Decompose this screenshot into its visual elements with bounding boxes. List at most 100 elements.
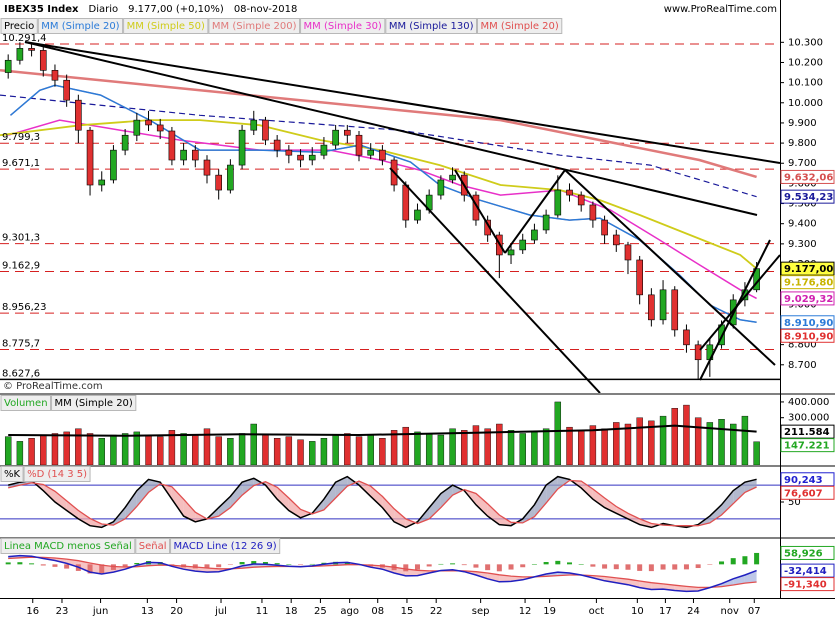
legend-entry: MM (Simple 30) — [304, 21, 382, 32]
volume-bar — [437, 434, 445, 465]
candle-body — [308, 154, 316, 161]
x-tick-label: 24 — [687, 606, 700, 617]
histogram-bar — [239, 562, 245, 565]
candle-body — [694, 344, 702, 361]
candle-body — [262, 119, 269, 141]
candle-body — [683, 329, 690, 346]
trend-line — [389, 167, 601, 393]
level-label: 9.162,9 — [2, 260, 40, 271]
area-fill — [300, 509, 313, 518]
volume-bar — [121, 433, 129, 465]
volume-bar — [51, 433, 59, 465]
candle-body — [4, 59, 12, 73]
area-fill — [592, 489, 605, 508]
volume-bar — [262, 434, 269, 465]
area-fill — [557, 476, 570, 489]
histogram-bar — [637, 564, 643, 571]
area-fill — [335, 476, 348, 498]
volume-bar — [168, 430, 176, 465]
x-tick-label: 07 — [748, 606, 761, 617]
candle-body — [367, 149, 375, 156]
volume-bar — [554, 401, 562, 465]
y-tick-label: 10.300 — [788, 37, 823, 48]
panel — [4, 401, 760, 465]
y-tick-label: 10.200 — [788, 57, 823, 68]
header-title: IBEX35 Index — [4, 4, 79, 15]
candle-body — [437, 179, 445, 196]
volume-bar — [63, 431, 70, 465]
area-fill — [125, 490, 137, 519]
series-line — [0, 94, 757, 198]
volume-bar — [566, 426, 573, 465]
candle-body — [168, 130, 176, 161]
area-fill — [476, 571, 488, 579]
histogram-bar — [251, 561, 257, 565]
area-fill — [136, 479, 149, 507]
legend-entry: Volumen — [4, 398, 48, 409]
value-badge — [780, 438, 835, 453]
candle-body — [203, 159, 211, 176]
value-badge — [780, 291, 835, 306]
candle-body — [671, 289, 679, 331]
value-badge — [780, 275, 835, 290]
candle-body — [86, 129, 94, 186]
y-tick-label: 8.800 — [788, 340, 817, 351]
histogram-bar — [414, 564, 420, 570]
area-fill — [499, 515, 511, 526]
volume-bar — [577, 430, 585, 465]
area-fill — [90, 563, 102, 574]
histogram-bar — [602, 564, 608, 569]
area-fill — [382, 496, 395, 522]
area-fill — [628, 579, 640, 588]
candle-body — [180, 149, 187, 161]
histogram-bar — [438, 563, 444, 565]
histogram-bar — [40, 564, 46, 566]
area-fill — [370, 486, 383, 508]
volume-bar — [297, 439, 304, 465]
y-tick-label: 10.100 — [788, 78, 823, 89]
histogram-bar — [555, 560, 561, 565]
candle-body — [215, 174, 222, 191]
area-fill — [323, 482, 336, 510]
histogram-bar — [99, 564, 105, 574]
value-badge-label: 9.632,06 — [784, 172, 833, 183]
histogram-bar — [485, 564, 491, 571]
histogram-bar — [695, 564, 701, 569]
legend-box — [135, 538, 171, 554]
histogram-bar — [309, 563, 315, 565]
histogram-bar — [134, 562, 140, 565]
volume-bar — [203, 428, 211, 465]
value-badge — [780, 545, 835, 560]
area-fill — [476, 493, 488, 517]
volume-bar — [145, 434, 152, 465]
series-line — [8, 475, 757, 529]
volume-bar — [110, 434, 117, 465]
candle-body — [16, 48, 24, 61]
volume-bar — [425, 433, 433, 465]
histogram-bar — [613, 564, 619, 570]
histogram-bar — [730, 558, 736, 565]
candle-body — [472, 194, 480, 221]
legend-box — [0, 18, 38, 34]
area-fill — [66, 559, 79, 568]
legend-box — [170, 538, 281, 554]
area-fill — [148, 479, 161, 493]
value-badge — [780, 189, 835, 204]
volume-bar — [332, 434, 339, 465]
x-tick-label: jun — [92, 606, 108, 617]
histogram-bar — [719, 561, 725, 565]
area-fill — [101, 565, 114, 574]
candle-body — [285, 149, 293, 156]
area-fill — [382, 565, 395, 573]
candle-body — [227, 164, 234, 191]
candle-body — [75, 99, 82, 131]
series-line — [8, 554, 757, 593]
x-tick-label: oct — [589, 606, 605, 617]
legend-box — [208, 18, 301, 34]
area-fill — [733, 482, 745, 504]
area-fill — [405, 569, 418, 576]
volume-bar — [648, 420, 655, 465]
watermark: © ProRealTime.com — [3, 381, 103, 392]
candle-body — [507, 249, 515, 256]
